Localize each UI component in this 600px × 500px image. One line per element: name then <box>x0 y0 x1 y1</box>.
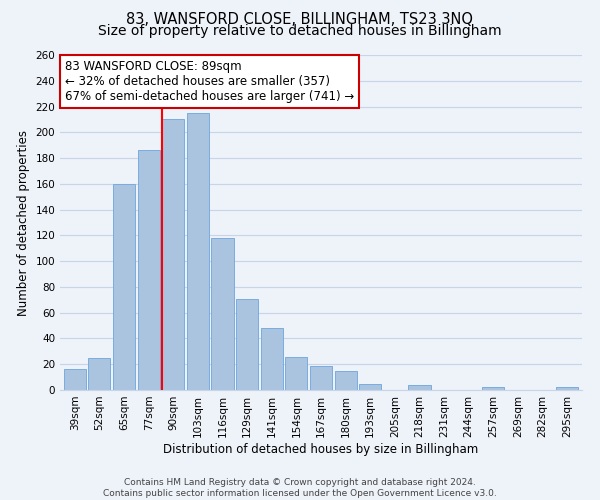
Bar <box>211 238 233 390</box>
Bar <box>113 184 135 390</box>
Bar <box>236 298 258 390</box>
Bar <box>88 358 110 390</box>
Bar <box>310 366 332 390</box>
Bar <box>409 385 431 390</box>
Bar <box>359 384 382 390</box>
Text: 83, WANSFORD CLOSE, BILLINGHAM, TS23 3NQ: 83, WANSFORD CLOSE, BILLINGHAM, TS23 3NQ <box>127 12 473 28</box>
Text: Contains HM Land Registry data © Crown copyright and database right 2024.
Contai: Contains HM Land Registry data © Crown c… <box>103 478 497 498</box>
Bar <box>260 328 283 390</box>
Bar <box>137 150 160 390</box>
Bar <box>187 113 209 390</box>
Text: 83 WANSFORD CLOSE: 89sqm
← 32% of detached houses are smaller (357)
67% of semi-: 83 WANSFORD CLOSE: 89sqm ← 32% of detach… <box>65 60 355 103</box>
Bar <box>285 356 307 390</box>
Bar <box>335 370 357 390</box>
Y-axis label: Number of detached properties: Number of detached properties <box>17 130 30 316</box>
Bar <box>162 120 184 390</box>
Bar <box>556 388 578 390</box>
Text: Size of property relative to detached houses in Billingham: Size of property relative to detached ho… <box>98 24 502 38</box>
X-axis label: Distribution of detached houses by size in Billingham: Distribution of detached houses by size … <box>163 442 479 456</box>
Bar <box>64 370 86 390</box>
Bar <box>482 388 505 390</box>
